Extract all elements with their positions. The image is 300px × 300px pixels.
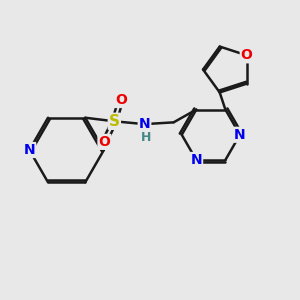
Text: O: O — [98, 135, 110, 149]
Text: N: N — [139, 117, 150, 131]
Text: N: N — [24, 143, 35, 157]
Text: H: H — [141, 131, 152, 144]
Text: O: O — [241, 48, 253, 62]
Text: N: N — [234, 128, 246, 142]
Text: N: N — [190, 153, 202, 167]
Text: O: O — [115, 93, 127, 107]
Text: S: S — [109, 114, 120, 129]
